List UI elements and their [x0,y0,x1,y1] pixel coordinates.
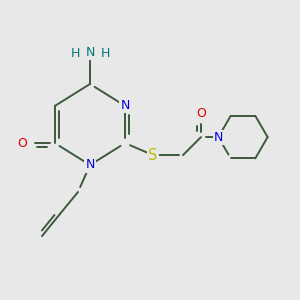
Text: H: H [100,47,110,60]
Text: O: O [196,106,206,120]
Text: O: O [18,136,27,150]
Text: N: N [214,130,223,144]
Text: H: H [71,47,81,60]
Text: N: N [85,46,95,59]
Text: S: S [148,148,158,163]
Text: N: N [85,158,95,172]
Text: N: N [120,99,130,112]
